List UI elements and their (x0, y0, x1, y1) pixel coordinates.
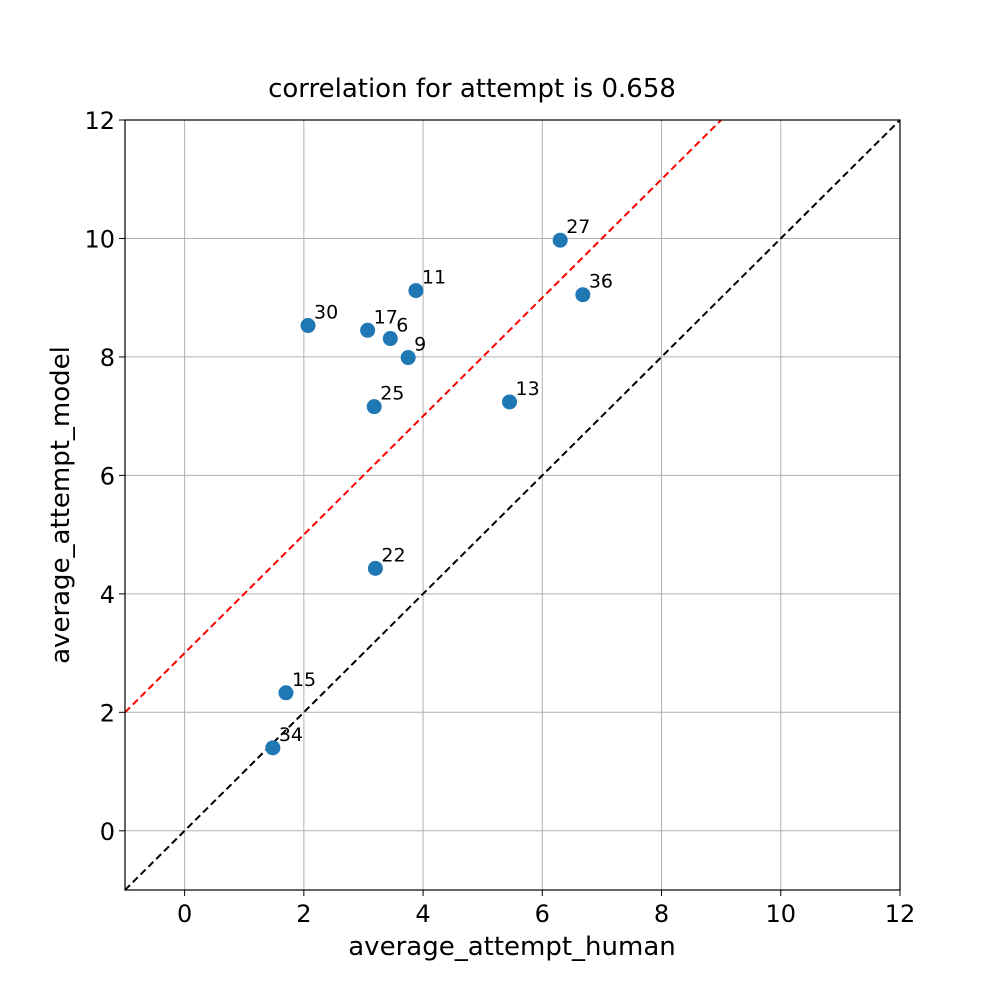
x-tick-label: 4 (415, 900, 430, 928)
reference-lines (124, 119, 901, 891)
plot-frame (124, 119, 901, 891)
x-tick-label: 10 (765, 900, 796, 928)
data-point-label: 22 (381, 544, 405, 566)
data-point-label: 36 (589, 271, 613, 293)
x-axis-label: average_attempt_human (348, 932, 675, 962)
data-point (366, 399, 382, 415)
data-point (278, 685, 294, 701)
chart-title: correlation for attempt is 0.658 (268, 74, 676, 104)
data-point-label: 25 (380, 383, 404, 405)
data-point-label: 9 (414, 334, 426, 356)
x-axis-ticks: 0 2 4 6 8 10 12 (177, 890, 915, 928)
data-point (367, 560, 383, 576)
data-points (265, 232, 591, 756)
identity-reference-line (124, 119, 901, 891)
data-point-label: 34 (279, 724, 303, 746)
data-point-label: 6 (396, 315, 408, 337)
offset-reference-line (124, 119, 722, 714)
y-tick-label: 8 (100, 344, 115, 372)
data-point (382, 331, 398, 347)
data-point (552, 232, 568, 248)
x-tick-label: 12 (885, 900, 916, 928)
y-tick-label: 6 (100, 462, 115, 490)
data-point-label: 27 (566, 216, 590, 238)
x-tick-label: 8 (654, 900, 669, 928)
data-point (502, 394, 518, 410)
data-point (400, 350, 416, 366)
y-axis-label: average_attempt_model (46, 346, 76, 664)
y-tick-label: 12 (84, 107, 115, 135)
y-tick-label: 0 (100, 818, 115, 846)
x-tick-label: 2 (296, 900, 311, 928)
data-point (360, 322, 376, 338)
data-point (575, 287, 591, 303)
y-tick-label: 4 (100, 581, 115, 609)
x-tick-label: 6 (535, 900, 550, 928)
y-axis-ticks: 0 2 4 6 8 10 12 (84, 107, 125, 846)
data-point (265, 740, 281, 756)
data-point-label: 30 (314, 302, 338, 324)
data-point-label: 15 (292, 669, 316, 691)
data-point (300, 318, 316, 334)
y-tick-label: 2 (100, 699, 115, 727)
data-point-label: 13 (516, 378, 540, 400)
y-tick-label: 10 (84, 225, 115, 253)
data-point (408, 283, 424, 299)
data-point-label: 11 (422, 267, 446, 289)
x-tick-label: 0 (177, 900, 192, 928)
data-point-label: 17 (374, 306, 398, 328)
